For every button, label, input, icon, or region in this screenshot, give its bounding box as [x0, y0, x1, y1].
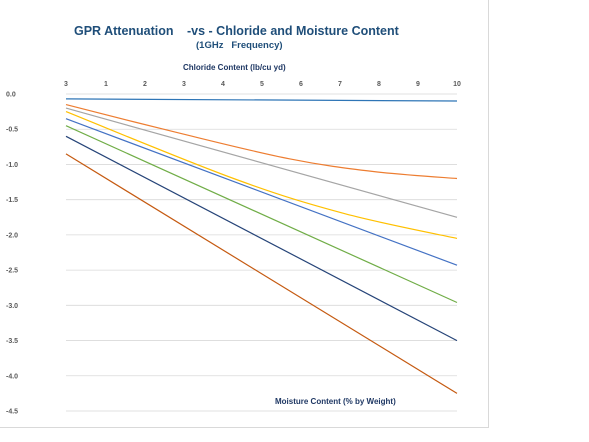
x-tick-label-1: 1 — [104, 81, 108, 88]
y-tick-label-3: -1.5 — [6, 197, 18, 204]
chart-subtitle: (1GHz Frequency) — [196, 40, 283, 51]
series-line-2 — [65, 107, 458, 218]
bottom-axis-label: Moisture Content (% by Weight) — [275, 397, 396, 406]
series-line-5 — [65, 125, 458, 304]
x-tick-label-8: 8 — [377, 81, 381, 88]
x-tick-label-2: 2 — [143, 81, 147, 88]
x-tick-label-0: 3 — [64, 81, 68, 88]
chart-title-part1: GPR Attenuation — [74, 24, 174, 38]
y-tick-label-4: -2.0 — [6, 232, 18, 239]
x-tick-label-3: 3 — [182, 81, 186, 88]
chart-title-part2: -vs - Chloride and Moisture Content — [187, 24, 399, 38]
y-tick-label-1: -0.5 — [6, 127, 18, 134]
y-tick-label-2: -1.0 — [6, 162, 18, 169]
y-tick-label-9: -4.5 — [6, 409, 18, 416]
x-tick-label-5: 5 — [260, 81, 264, 88]
series-line-1 — [65, 104, 458, 180]
x-tick-label-7: 7 — [338, 81, 342, 88]
y-tick-label-7: -3.5 — [6, 338, 18, 345]
series-line-7 — [65, 153, 458, 394]
x-tick-label-4: 4 — [221, 81, 225, 88]
y-tick-label-5: -2.5 — [6, 268, 18, 275]
y-tick-label-8: -4.0 — [6, 373, 18, 380]
x-tick-label-6: 6 — [299, 81, 303, 88]
series-line-6 — [65, 135, 458, 342]
x-tick-label-10: 10 — [453, 81, 461, 88]
top-axis-label: Chloride Content (lb/cu yd) — [183, 63, 286, 72]
series-line-4 — [65, 118, 458, 266]
chart-frame — [0, 0, 489, 428]
series-line-0 — [65, 98, 458, 102]
y-tick-label-0: 0.0 — [6, 92, 16, 99]
x-tick-label-9: 9 — [416, 81, 420, 88]
series-line-3 — [65, 111, 458, 239]
y-tick-label-6: -3.0 — [6, 303, 18, 310]
